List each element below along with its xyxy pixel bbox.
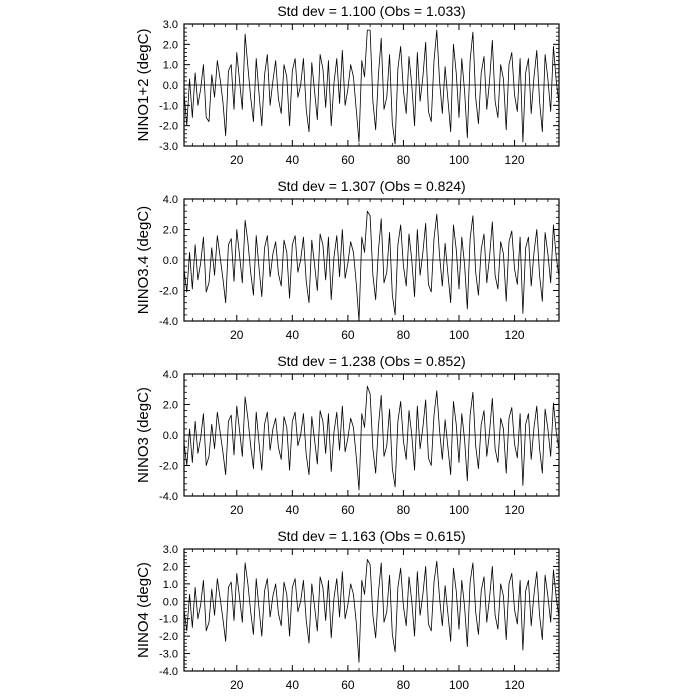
y-tick-label: -4.0 [159, 666, 178, 678]
y-tick-label: -3.0 [159, 141, 178, 153]
y-tick-label: -2.0 [159, 121, 178, 133]
series-line [183, 210, 560, 322]
x-tick-label: 80 [397, 153, 411, 167]
panel-title: Std dev = 1.100 (Obs = 1.033) [277, 3, 465, 19]
x-tick-label: 80 [397, 328, 411, 342]
x-tick-label: 120 [505, 678, 525, 692]
x-tick-label: 120 [505, 503, 525, 517]
y-tick-label: 4.0 [163, 194, 178, 206]
y-tick-label: 0.0 [163, 80, 178, 92]
panel-4: Std dev = 1.163 (Obs = 0.615) NINO4 (degC… [135, 528, 560, 692]
panel-3: Std dev = 1.238 (Obs = 0.852) NINO3 (degC… [135, 353, 560, 517]
x-tick-label: 20 [230, 503, 244, 517]
y-tick-label: -4.0 [159, 316, 178, 328]
y-tick-label: 1.0 [163, 579, 178, 591]
x-tick-label: 40 [286, 153, 300, 167]
y-tick-label: 2.0 [163, 400, 178, 412]
y-tick-label: 0.0 [163, 255, 178, 267]
y-tick-label: 2.0 [163, 225, 178, 237]
y-tick-label: 2.0 [163, 561, 178, 573]
y-tick-label: 4.0 [163, 369, 178, 381]
plot-frame [183, 198, 560, 322]
x-tick-label: 100 [449, 503, 469, 517]
plot-frame [183, 373, 560, 497]
y-tick-label: -1.0 [159, 614, 178, 626]
y-tick-label: -3.0 [159, 649, 178, 661]
x-tick-label: 60 [341, 503, 355, 517]
series-line [183, 559, 560, 663]
x-tick-label: 40 [286, 328, 300, 342]
x-tick-label: 60 [341, 153, 355, 167]
x-tick-label: 80 [397, 678, 411, 692]
x-tick-label: 20 [230, 328, 244, 342]
x-tick-label: 100 [449, 153, 469, 167]
plot-frame [183, 548, 560, 672]
y-axis-title: NINO1+2 (degC) [135, 29, 152, 142]
y-tick-label: 1.0 [163, 60, 178, 72]
y-axis-title: NINO3 (degC) [135, 387, 152, 483]
y-tick-label: -2.0 [159, 461, 178, 473]
panel-title: Std dev = 1.163 (Obs = 0.615) [277, 528, 465, 544]
x-tick-label: 40 [286, 503, 300, 517]
x-tick-label: 80 [397, 503, 411, 517]
x-tick-label: 120 [505, 153, 525, 167]
x-tick-label: 100 [449, 328, 469, 342]
x-tick-label: 60 [341, 328, 355, 342]
x-tick-label: 60 [341, 678, 355, 692]
panel-2: Std dev = 1.307 (Obs = 0.824) NINO3.4 (de… [135, 178, 560, 342]
x-tick-label: 40 [286, 678, 300, 692]
x-tick-label: 120 [505, 328, 525, 342]
series-line [183, 385, 560, 491]
y-axis-title: NINO3.4 (degC) [135, 206, 152, 314]
y-tick-label: 3.0 [163, 19, 178, 31]
y-axis-title: NINO4 (degC) [135, 562, 152, 658]
y-tick-label: 0.0 [163, 596, 178, 608]
panel-title: Std dev = 1.307 (Obs = 0.824) [277, 178, 465, 194]
x-tick-label: 20 [230, 153, 244, 167]
y-tick-label: -2.0 [159, 631, 178, 643]
panel-1: Std dev = 1.100 (Obs = 1.033) NINO1+2 (de… [135, 3, 560, 167]
y-tick-label: -1.0 [159, 100, 178, 112]
series-line [183, 29, 560, 145]
y-tick-label: -2.0 [159, 286, 178, 298]
x-tick-label: 20 [230, 678, 244, 692]
y-tick-label: 0.0 [163, 430, 178, 442]
y-tick-label: 2.0 [163, 39, 178, 51]
x-tick-label: 100 [449, 678, 469, 692]
y-tick-label: -4.0 [159, 491, 178, 503]
y-tick-label: 3.0 [163, 544, 178, 556]
panel-title: Std dev = 1.238 (Obs = 0.852) [277, 353, 465, 369]
plot-frame [183, 23, 560, 147]
